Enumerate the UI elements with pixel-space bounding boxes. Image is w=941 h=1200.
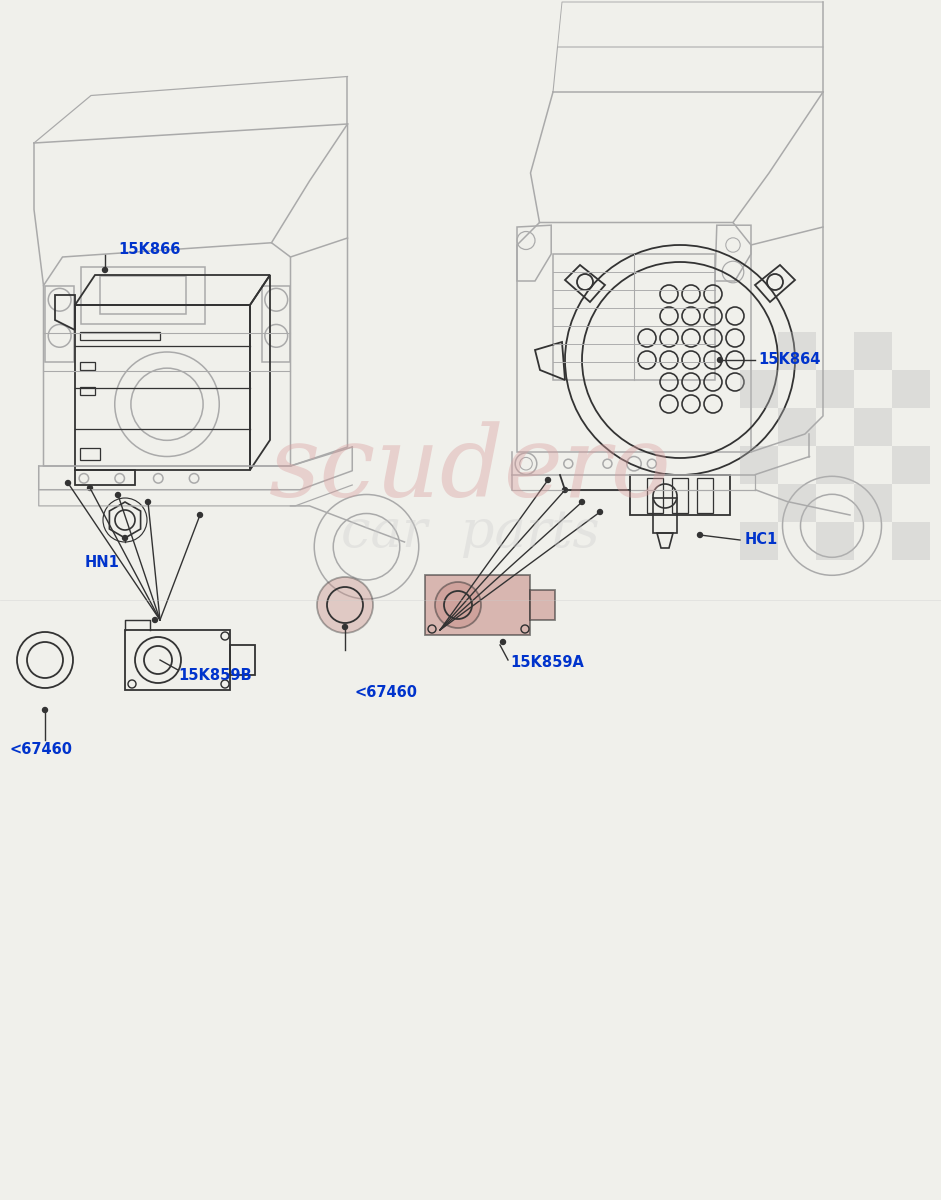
Circle shape (580, 499, 584, 504)
Text: 15K866: 15K866 (118, 242, 181, 257)
Bar (778, 332, 816, 370)
Bar (740, 522, 778, 560)
Polygon shape (425, 575, 530, 635)
Circle shape (697, 533, 703, 538)
Bar (101, 276, 186, 314)
Circle shape (198, 512, 202, 517)
Circle shape (103, 268, 107, 272)
Circle shape (88, 486, 92, 491)
Bar (740, 370, 778, 408)
Bar (672, 478, 688, 514)
Polygon shape (530, 590, 555, 620)
Text: <67460: <67460 (355, 685, 418, 700)
Bar (647, 478, 663, 514)
Bar (80, 448, 100, 460)
Circle shape (122, 535, 127, 540)
Bar (80, 332, 160, 340)
Bar (854, 484, 892, 522)
Bar (892, 370, 930, 408)
Bar (653, 498, 677, 533)
Circle shape (717, 358, 723, 362)
Circle shape (343, 624, 347, 630)
Circle shape (317, 577, 373, 634)
Text: scudero: scudero (268, 422, 672, 517)
Bar (262, 286, 291, 361)
Bar (740, 446, 778, 484)
Bar (854, 332, 892, 370)
Circle shape (116, 492, 120, 498)
Bar (816, 370, 854, 408)
Bar (816, 522, 854, 560)
Bar (697, 478, 713, 514)
Circle shape (42, 708, 47, 713)
Bar (553, 254, 715, 380)
Text: HC1: HC1 (745, 532, 778, 547)
Bar (854, 408, 892, 446)
Circle shape (435, 582, 481, 628)
Bar (80, 386, 95, 395)
Bar (778, 408, 816, 446)
Circle shape (598, 510, 602, 515)
Bar (82, 266, 205, 324)
Bar (892, 446, 930, 484)
Text: car  parts: car parts (341, 506, 599, 558)
Bar (778, 484, 816, 522)
Circle shape (501, 640, 505, 644)
Text: 15K864: 15K864 (758, 352, 821, 367)
Text: 15K859B: 15K859B (178, 668, 251, 683)
Circle shape (66, 480, 71, 486)
Text: <67460: <67460 (10, 742, 73, 757)
Bar (80, 362, 95, 370)
Text: HN1: HN1 (85, 554, 120, 570)
Circle shape (546, 478, 550, 482)
Bar (45, 286, 74, 361)
Bar (892, 522, 930, 560)
Circle shape (563, 487, 567, 492)
Circle shape (146, 499, 151, 504)
Bar (816, 446, 854, 484)
Circle shape (152, 618, 157, 623)
Text: 15K859A: 15K859A (510, 655, 583, 670)
